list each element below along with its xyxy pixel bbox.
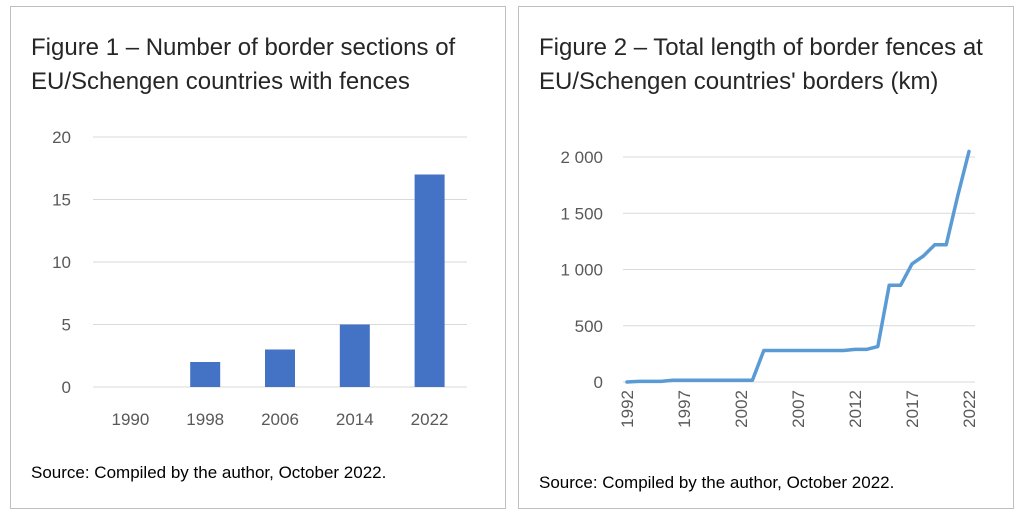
x-tick-label: 2017 <box>903 390 922 428</box>
y-tick-label: 2 000 <box>560 148 603 167</box>
figure-1-bar-chart: 0 5 10 15 20 1990 1998 2006 2014 2022 <box>52 128 467 429</box>
x-tick-label: 2006 <box>261 410 299 429</box>
figure-1-panel: Figure 1 – Number of border sections of … <box>10 6 506 509</box>
figure-1-source: Source: Compiled by the author, October … <box>31 463 387 482</box>
x-tick-label: 2022 <box>960 390 979 428</box>
x-tick-label: 1992 <box>618 390 637 428</box>
x-tick-label: 2012 <box>846 390 865 428</box>
y-tick-label: 0 <box>62 378 71 397</box>
bar-2006 <box>265 349 295 387</box>
y-tick-label: 15 <box>52 191 71 210</box>
series-line-fence-length <box>625 149 971 384</box>
figure-2-line-chart: 0 500 1 000 1 500 2 000 1992 1997 2002 2007 2012 2… <box>560 148 979 428</box>
y-tick-label: 1 500 <box>560 204 603 223</box>
x-tick-label: 1998 <box>186 410 224 429</box>
y-tick-label: 0 <box>594 373 603 392</box>
y-tick-label: 5 <box>62 316 71 335</box>
figure-2-title: Figure 2 – Total length of border fences… <box>539 34 983 95</box>
figure-2-source: Source: Compiled by the author, October … <box>539 473 895 492</box>
bar-2014 <box>339 324 370 387</box>
x-tick-label: 1990 <box>111 410 149 429</box>
x-tick-label: 2007 <box>789 390 808 428</box>
x-tick-label: 2022 <box>411 410 449 429</box>
bar-2022 <box>414 174 445 387</box>
x-tick-label: 2014 <box>336 410 374 429</box>
y-tick-label: 10 <box>52 253 71 272</box>
x-tick-label: 1997 <box>675 390 694 428</box>
y-tick-label: 20 <box>52 128 71 147</box>
bar-1998 <box>190 362 221 387</box>
figure-1-title: Figure 1 – Number of border sections of … <box>31 34 456 95</box>
figure-2-panel: Figure 2 – Total length of border fences… <box>518 6 1014 509</box>
x-tick-label: 2002 <box>732 390 751 428</box>
y-tick-label: 500 <box>575 317 603 336</box>
y-tick-label: 1 000 <box>560 261 603 280</box>
